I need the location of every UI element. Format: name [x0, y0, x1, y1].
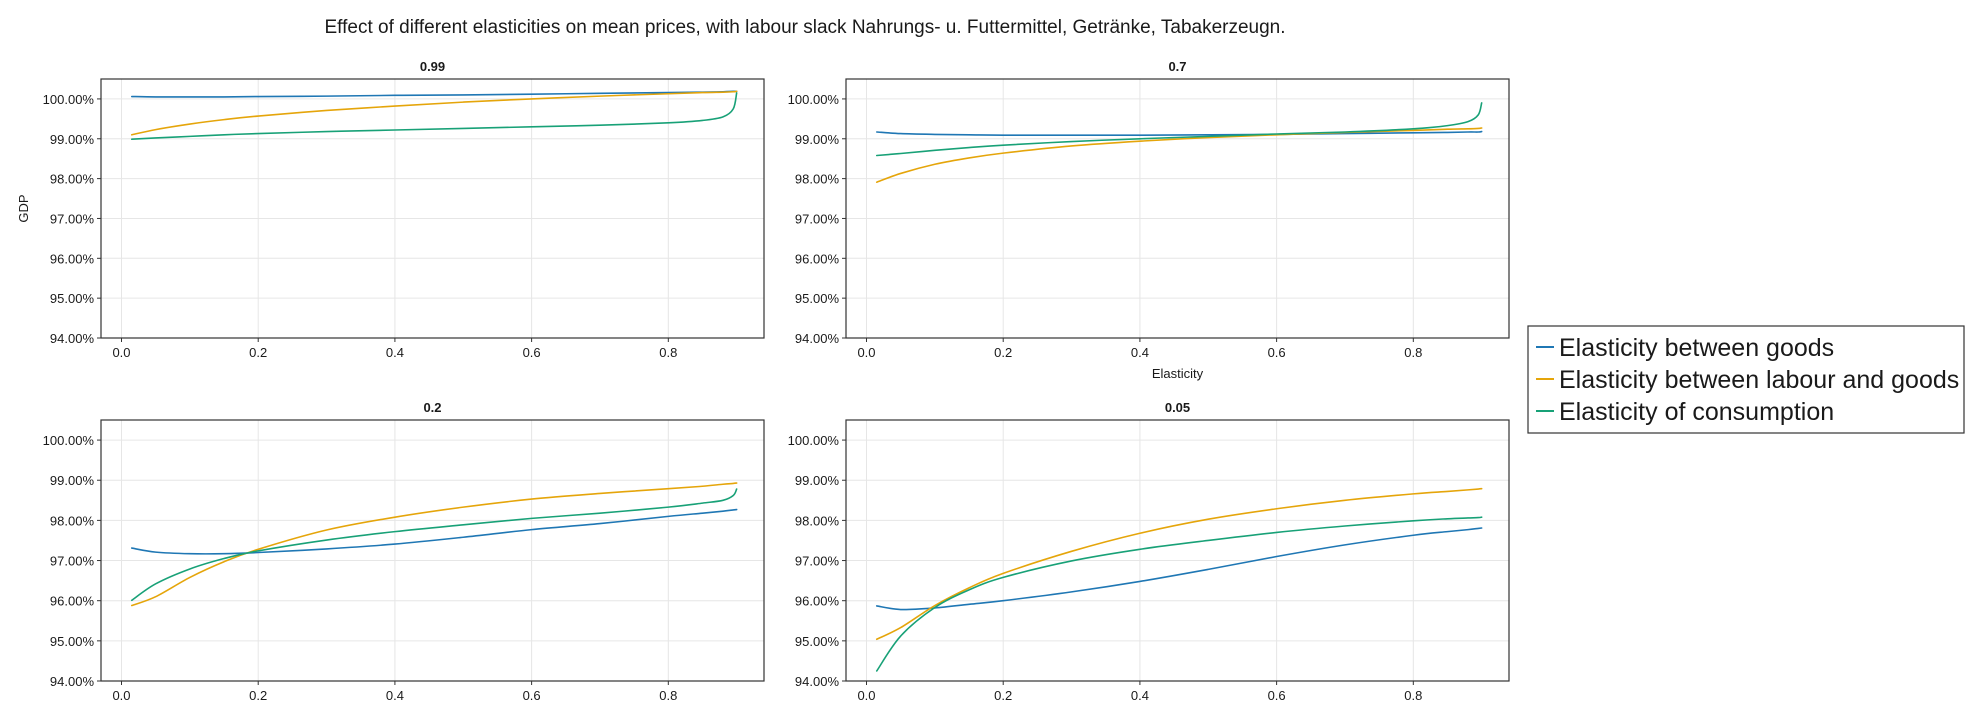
plot-frame — [100, 419, 765, 682]
panel-3: 0.0 0.2 0.4 0.6 0.8 94.00% 95.00% 96.00% 97.00% 9… — [43, 400, 765, 703]
x-tick-label: 0.4 — [1131, 345, 1149, 360]
series-line-elasticity-of-consumption — [130, 488, 738, 602]
y-tick-label: 97.00% — [795, 211, 840, 226]
plot-frame — [845, 419, 1510, 682]
y-tick-label: 97.00% — [50, 211, 95, 226]
y-tick-label: 98.00% — [50, 172, 95, 187]
plot-frame — [845, 78, 1510, 339]
y-tick-label: 94.00% — [50, 331, 95, 346]
y-tick-label: 98.00% — [795, 513, 840, 528]
series-line-elasticity-of-consumption — [875, 102, 1483, 157]
y-tick-label: 98.00% — [795, 172, 840, 187]
x-tick-label: 0.8 — [1404, 688, 1422, 703]
x-tick-label: 0.6 — [1268, 345, 1286, 360]
legend-label: Elasticity between goods — [1559, 334, 1834, 362]
panel-2: 0.0 0.2 0.4 0.6 0.8 94.00% 95.00% 96.00% 97.00% 9… — [788, 59, 1510, 381]
x-tick-label: 0.8 — [659, 345, 677, 360]
x-axis-label: Elasticity — [1152, 366, 1204, 381]
chart-panels: 0.0 0.2 0.4 0.6 0.8 94.00% 95.00% 96.00% 97.00% 9… — [16, 59, 1510, 703]
legend-item: Elasticity of consumption — [1536, 398, 1834, 426]
legend-item: Elasticity between goods — [1536, 334, 1834, 362]
x-tick-label: 0.6 — [523, 345, 541, 360]
y-tick-label: 99.00% — [50, 473, 95, 488]
y-tick-label: 95.00% — [795, 291, 840, 306]
series-line-elasticity-of-consumption — [875, 516, 1483, 672]
series-line-elasticity-between-goods — [875, 130, 1483, 137]
series-line-elasticity-of-consumption — [130, 92, 738, 140]
chart-legend: Elasticity between goods Elasticity betwe… — [1527, 325, 1965, 434]
panel-4: 0.0 0.2 0.4 0.6 0.8 94.00% 95.00% 96.00% 97.00% 9… — [788, 400, 1510, 703]
y-tick-label: 99.00% — [795, 132, 840, 147]
x-tick-label: 0.2 — [249, 345, 267, 360]
x-tick-label: 0.4 — [1131, 688, 1149, 703]
y-tick-label: 94.00% — [795, 674, 840, 689]
plot-frame — [100, 78, 765, 339]
y-tick-label: 95.00% — [50, 634, 95, 649]
series-line-elasticity-between-labour-and-goods — [130, 90, 738, 136]
panel-title: 0.2 — [423, 400, 441, 415]
y-tick-label: 96.00% — [50, 251, 95, 266]
y-tick-label: 96.00% — [795, 594, 840, 609]
x-tick-label: 0.8 — [1404, 345, 1422, 360]
y-tick-label: 99.00% — [50, 132, 95, 147]
x-tick-label: 0.6 — [1268, 688, 1286, 703]
y-tick-label: 95.00% — [50, 291, 95, 306]
x-tick-label: 0.0 — [112, 688, 130, 703]
panel-title: 0.99 — [420, 59, 445, 74]
y-tick-label: 97.00% — [795, 554, 840, 569]
y-tick-label: 95.00% — [795, 634, 840, 649]
legend-item: Elasticity between labour and goods — [1536, 366, 1959, 394]
x-tick-label: 0.2 — [249, 688, 267, 703]
y-tick-label: 100.00% — [788, 433, 840, 448]
y-tick-label: 100.00% — [43, 92, 95, 107]
series-line-elasticity-between-goods — [130, 508, 738, 555]
y-tick-label: 97.00% — [50, 554, 95, 569]
chart-title: Effect of different elasticities on mean… — [324, 17, 1285, 38]
y-tick-label: 100.00% — [43, 433, 95, 448]
y-tick-label: 96.00% — [50, 594, 95, 609]
x-tick-label: 0.4 — [386, 345, 404, 360]
series-line-elasticity-between-labour-and-goods — [875, 127, 1483, 183]
panel-title: 0.7 — [1168, 59, 1186, 74]
y-tick-label: 100.00% — [788, 92, 840, 107]
y-tick-label: 94.00% — [795, 331, 840, 346]
x-tick-label: 0.2 — [994, 688, 1012, 703]
series-line-elasticity-between-goods — [875, 527, 1483, 611]
panel-title: 0.05 — [1165, 400, 1190, 415]
y-tick-label: 98.00% — [50, 513, 95, 528]
x-tick-label: 0.2 — [994, 345, 1012, 360]
y-tick-label: 99.00% — [795, 473, 840, 488]
x-tick-label: 0.0 — [857, 345, 875, 360]
legend-label: Elasticity between labour and goods — [1559, 366, 1959, 394]
x-tick-label: 0.4 — [386, 688, 404, 703]
legend-frame — [1527, 325, 1965, 434]
y-tick-label: 96.00% — [795, 251, 840, 266]
x-tick-label: 0.0 — [112, 345, 130, 360]
legend-label: Elasticity of consumption — [1559, 398, 1834, 426]
x-tick-label: 0.8 — [659, 688, 677, 703]
series-line-elasticity-between-labour-and-goods — [875, 487, 1483, 641]
series-line-elasticity-between-labour-and-goods — [130, 482, 738, 607]
y-tick-label: 94.00% — [50, 674, 95, 689]
x-tick-label: 0.0 — [857, 688, 875, 703]
y-axis-label: GDP — [16, 194, 31, 222]
panel-1: 0.0 0.2 0.4 0.6 0.8 94.00% 95.00% 96.00% 97.00% 9… — [16, 59, 765, 360]
x-tick-label: 0.6 — [523, 688, 541, 703]
